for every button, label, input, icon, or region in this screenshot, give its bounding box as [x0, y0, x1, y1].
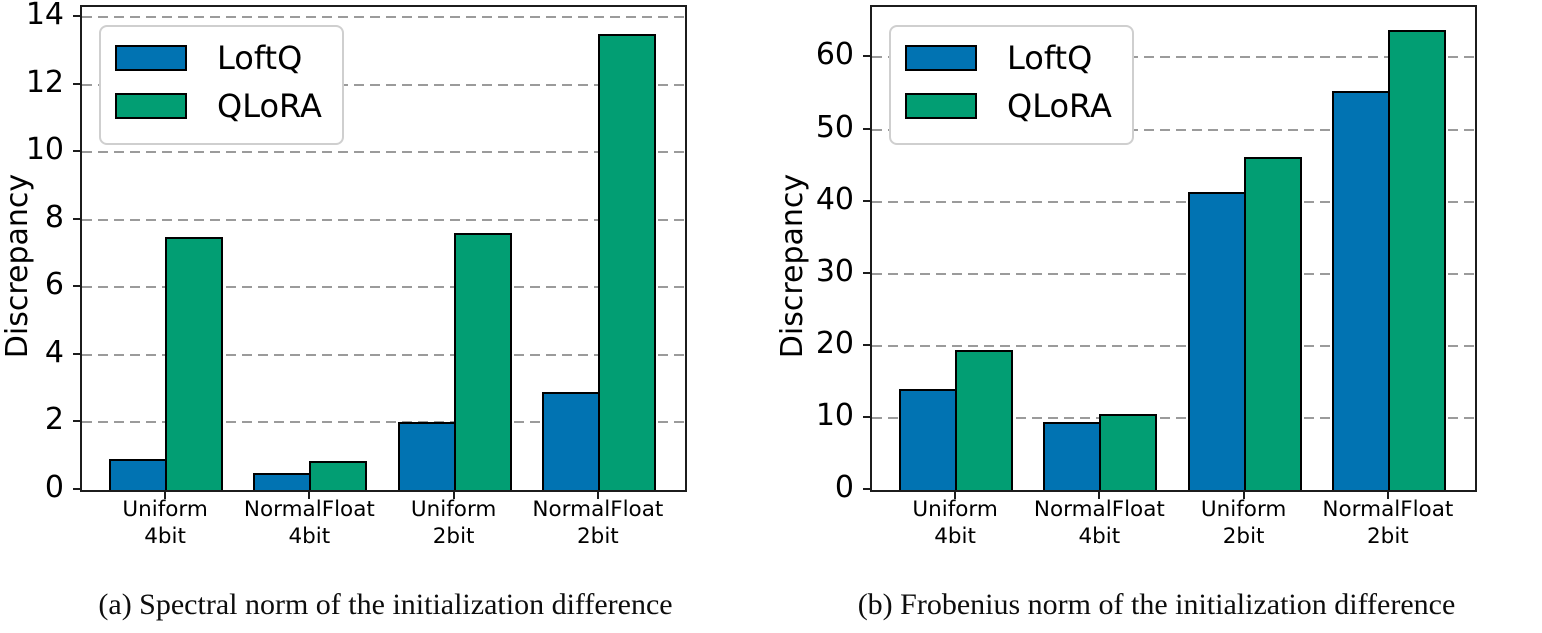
legend-label-loftq: LoftQ — [217, 39, 303, 77]
y-tick-mark — [73, 150, 82, 153]
legend-entry-qlora: QLoRA — [115, 89, 322, 123]
bar-loftq-normalfloat-2bit — [542, 392, 600, 490]
y-tick-mark — [863, 55, 872, 58]
x-tick-label: Uniform 4bit — [912, 497, 998, 549]
legend-entry-qlora: QLoRA — [905, 89, 1112, 123]
y-tick-label: 4 — [44, 334, 64, 370]
legend: LoftQ QLoRA — [99, 25, 344, 145]
bar-qlora-uniform-2bit — [454, 233, 512, 490]
bar-qlora-uniform-4bit — [165, 237, 223, 490]
legend-swatch-loftq — [905, 45, 977, 71]
x-tick-mark — [596, 490, 599, 499]
panel-frobenius-norm: Discrepancy LoftQ QLoRA (b) Frobenius nor… — [771, 0, 1542, 633]
y-tick-mark — [73, 420, 82, 423]
x-tick-mark — [1386, 490, 1389, 499]
gridline-y-50 — [872, 128, 1475, 131]
x-tick-label: Uniform 2bit — [410, 497, 497, 549]
legend-swatch-qlora — [115, 93, 187, 119]
panel-spectral-norm: Discrepancy LoftQ QLoRA (a) Spectral norm… — [0, 0, 687, 621]
gridline-y-4 — [82, 353, 685, 356]
y-tick-mark — [73, 82, 82, 85]
x-tick-mark — [164, 490, 167, 499]
gridline-y-14 — [82, 16, 685, 19]
gridline-y-2 — [82, 421, 685, 424]
x-tick-label: NormalFloat 2bit — [1322, 497, 1454, 549]
gridline-y-40 — [872, 200, 1475, 203]
y-tick-label: 0 — [834, 470, 854, 505]
legend-label-qlora: QLoRA — [1007, 87, 1112, 125]
gridline-y-8 — [82, 218, 685, 221]
x-tick-mark — [308, 490, 311, 499]
legend-label-qlora: QLoRA — [217, 87, 322, 125]
bar-loftq-uniform-4bit — [109, 459, 167, 490]
x-tick-mark — [452, 490, 455, 499]
y-tick-label: 6 — [44, 267, 64, 303]
legend: LoftQ QLoRA — [889, 25, 1134, 145]
x-tick-mark — [1242, 490, 1245, 499]
plot-area-frobenius: LoftQ QLoRA — [870, 5, 1477, 492]
y-tick-mark — [73, 15, 82, 18]
gridline-y-12 — [82, 83, 685, 86]
y-tick-mark — [863, 127, 872, 130]
legend-swatch-loftq — [115, 45, 187, 71]
gridline-y-30 — [872, 272, 1475, 275]
bar-loftq-uniform-2bit — [1188, 192, 1246, 490]
x-tick-label: NormalFloat 4bit — [243, 497, 375, 549]
y-tick-label: 10 — [25, 132, 64, 168]
x-tick-mark — [1098, 490, 1101, 499]
caption-b: (b) Frobenius norm of the initialization… — [857, 588, 1456, 621]
y-tick-label: 0 — [44, 470, 64, 505]
legend-entry-loftq: LoftQ — [905, 41, 1112, 75]
y-tick-label: 60 — [815, 37, 854, 73]
x-tick-mark — [954, 490, 957, 499]
x-tick-label: Uniform 2bit — [1200, 497, 1287, 549]
bar-loftq-normalfloat-4bit — [253, 473, 311, 490]
y-tick-label: 12 — [25, 64, 64, 100]
y-tick-label: 50 — [815, 109, 854, 145]
bar-qlora-normalfloat-2bit — [598, 34, 656, 490]
bar-loftq-uniform-2bit — [398, 422, 456, 490]
y-tick-mark — [863, 271, 872, 274]
bar-qlora-normalfloat-4bit — [309, 461, 367, 490]
bar-qlora-normalfloat-2bit — [1388, 30, 1446, 490]
y-tick-mark — [863, 415, 872, 418]
y-tick-label: 14 — [25, 0, 64, 33]
legend-entry-loftq: LoftQ — [115, 41, 322, 75]
bar-loftq-normalfloat-2bit — [1332, 91, 1390, 490]
y-tick-mark — [73, 217, 82, 220]
legend-label-loftq: LoftQ — [1007, 39, 1093, 77]
gridline-y-6 — [82, 286, 685, 289]
gridline-y-20 — [872, 344, 1475, 347]
y-tick-label: 30 — [815, 253, 854, 289]
y-tick-mark — [863, 199, 872, 202]
x-tick-label: NormalFloat 4bit — [1033, 497, 1165, 549]
y-tick-mark — [73, 352, 82, 355]
bar-qlora-normalfloat-4bit — [1099, 414, 1157, 490]
bar-qlora-uniform-4bit — [955, 350, 1013, 490]
y-tick-label: 2 — [44, 402, 64, 438]
x-tick-label: Uniform 4bit — [122, 497, 208, 549]
caption-a: (a) Spectral norm of the initialization … — [98, 588, 673, 621]
y-tick-label: 40 — [815, 181, 854, 217]
y-tick-mark — [863, 343, 872, 346]
bar-loftq-normalfloat-4bit — [1043, 422, 1101, 490]
plot-area-spectral: LoftQ QLoRA — [80, 5, 687, 492]
y-tick-label: 20 — [815, 325, 854, 361]
y-tick-mark — [73, 488, 82, 490]
y-tick-mark — [73, 285, 82, 288]
gridline-y-10 — [82, 151, 685, 154]
bar-qlora-uniform-2bit — [1244, 157, 1302, 490]
legend-swatch-qlora — [905, 93, 977, 119]
gridline-y-60 — [872, 56, 1475, 59]
x-tick-label: NormalFloat 2bit — [532, 497, 664, 549]
y-tick-label: 10 — [815, 397, 854, 433]
y-tick-label: 8 — [44, 199, 64, 235]
gridline-y-10 — [872, 416, 1475, 419]
y-tick-mark — [863, 488, 872, 490]
bar-loftq-uniform-4bit — [899, 389, 957, 490]
